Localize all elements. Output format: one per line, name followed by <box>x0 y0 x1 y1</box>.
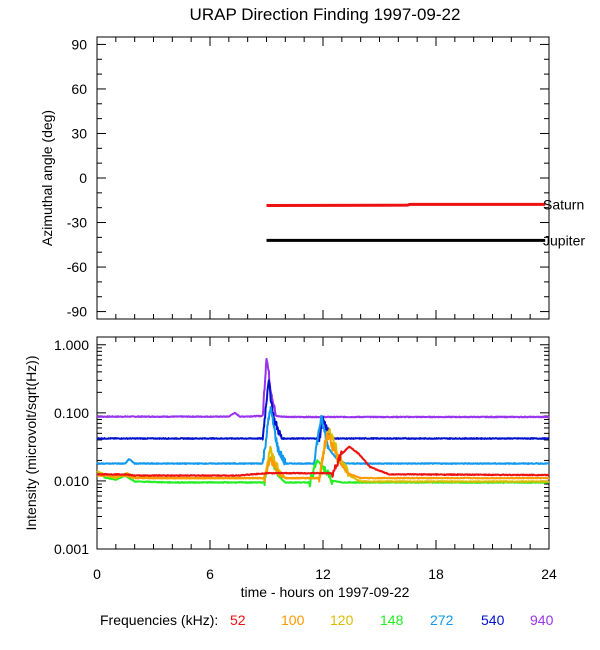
intensity-trace-272 <box>96 406 550 466</box>
azimuth-series-labels: Saturn Jupiter <box>543 196 585 248</box>
azimuth-series-label-jupiter: Jupiter <box>543 232 585 248</box>
intensity-trace-540 <box>96 379 550 443</box>
intensity-y-tick-label: 0.001 <box>54 541 89 557</box>
azimuth-series-label-saturn: Saturn <box>543 196 584 212</box>
intensity-series-272 <box>96 406 550 466</box>
frequency-legend-item: 148 <box>380 612 404 628</box>
azimuth-y-tick-label: 30 <box>71 125 87 141</box>
azimuth-y-tick-label: 60 <box>71 81 87 97</box>
azimuth-y-tick-label: -30 <box>67 215 87 231</box>
frequency-legend-item: 52 <box>230 612 246 628</box>
intensity-series-52 <box>96 445 550 478</box>
intensity-series-100 <box>96 432 550 483</box>
intensity-x-tick-label: 18 <box>428 566 444 582</box>
intensity-trace-100 <box>96 432 550 483</box>
intensity-x-axis-label: time - hours on 1997-09-22 <box>241 584 410 600</box>
azimuth-series-saturn <box>266 202 546 207</box>
intensity-plot-frame <box>96 336 550 550</box>
azimuth-y-tick-label: 0 <box>79 170 87 186</box>
intensity-trace-52 <box>96 445 550 478</box>
azimuth-x-ticks <box>96 37 550 319</box>
intensity-panel: 1.000 0.100 0.010 0.001 0 6 12 18 24 Intensity … <box>23 336 557 600</box>
frequency-legend-item: 272 <box>430 612 454 628</box>
intensity-trace-940 <box>96 357 550 419</box>
azimuth-plot-frame <box>96 36 550 320</box>
intensity-x-tick-label: 24 <box>541 566 557 582</box>
azimuth-y-tick-label: 90 <box>71 36 87 52</box>
frequency-legend-item: 100 <box>281 612 305 628</box>
frequency-legend-item: 120 <box>330 612 354 628</box>
intensity-x-ticks: 0 6 12 18 24 <box>93 337 557 582</box>
azimuth-y-tick-label: -90 <box>67 304 87 320</box>
azimuth-y-axis-label: Azimuthal angle (deg) <box>39 110 55 246</box>
chart-title: URAP Direction Finding 1997-09-22 <box>190 5 461 24</box>
intensity-series-940 <box>96 357 550 419</box>
intensity-y-tick-label: 1.000 <box>54 337 89 353</box>
intensity-x-tick-label: 12 <box>315 566 331 582</box>
intensity-y-tick-label: 0.010 <box>54 473 89 489</box>
intensity-series <box>96 357 550 488</box>
azimuth-panel: 90 60 30 0 -30 -60 -90 Saturn Jupiter Azimuthal… <box>39 36 585 319</box>
azimuth-y-ticks: 90 60 30 0 -30 -60 -90 <box>67 36 549 320</box>
intensity-y-tick-label: 0.100 <box>54 405 89 421</box>
frequency-legend: Frequencies (kHz): 52 100 120 148 272 540 940 <box>100 612 554 628</box>
frequency-legend-item: 940 <box>530 612 554 628</box>
intensity-y-ticks: 1.000 0.100 0.010 0.001 <box>54 337 549 557</box>
intensity-y-axis-label: Intensity (microvolt/sqrt(Hz)) <box>23 355 39 530</box>
azimuth-y-tick-label: -60 <box>67 259 87 275</box>
intensity-x-tick-label: 6 <box>206 566 214 582</box>
intensity-x-tick-label: 0 <box>93 566 101 582</box>
intensity-series-540 <box>96 379 550 443</box>
azimuth-series <box>266 202 546 242</box>
frequency-legend-item: 540 <box>481 612 505 628</box>
frequency-legend-label: Frequencies (kHz): <box>100 612 218 628</box>
